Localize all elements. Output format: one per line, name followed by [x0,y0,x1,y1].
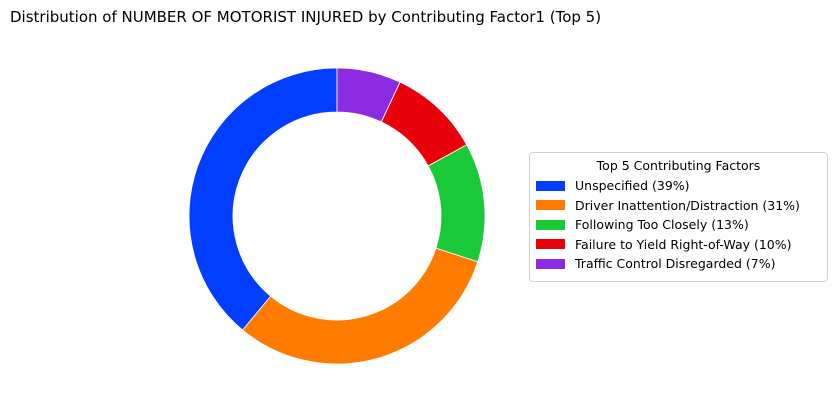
legend-swatch [536,258,565,269]
legend-swatch [536,180,565,191]
legend-item-4: Failure to Yield Right-of-Way (10%) [536,235,821,255]
legend-items: Unspecified (39%) Driver Inattention/Dist… [536,176,821,274]
legend-item-1: Unspecified (39%) [536,176,821,196]
legend-swatch [536,200,565,211]
chart-title: Distribution of NUMBER OF MOTORIST INJUR… [10,8,602,26]
donut-slice-2 [242,247,479,365]
legend: Top 5 Contributing Factors Unspecified (… [529,152,828,282]
legend-label: Unspecified (39%) [575,178,690,194]
donut-slice-1 [188,67,338,331]
legend-swatch [536,219,565,230]
legend-label: Failure to Yield Right-of-Way (10%) [575,236,792,252]
legend-swatch [536,239,565,250]
legend-item-5: Traffic Control Disregarded (7%) [536,254,821,274]
legend-label: Traffic Control Disregarded (7%) [575,256,776,272]
legend-label: Following Too Closely (13%) [575,217,749,233]
legend-label: Driver Inattention/Distraction (31%) [575,197,800,213]
donut-slice-3 [427,144,486,263]
legend-item-3: Following Too Closely (13%) [536,215,821,235]
donut-slice-5 [336,67,401,123]
legend-item-2: Driver Inattention/Distraction (31%) [536,196,821,216]
legend-title: Top 5 Contributing Factors [596,158,761,173]
